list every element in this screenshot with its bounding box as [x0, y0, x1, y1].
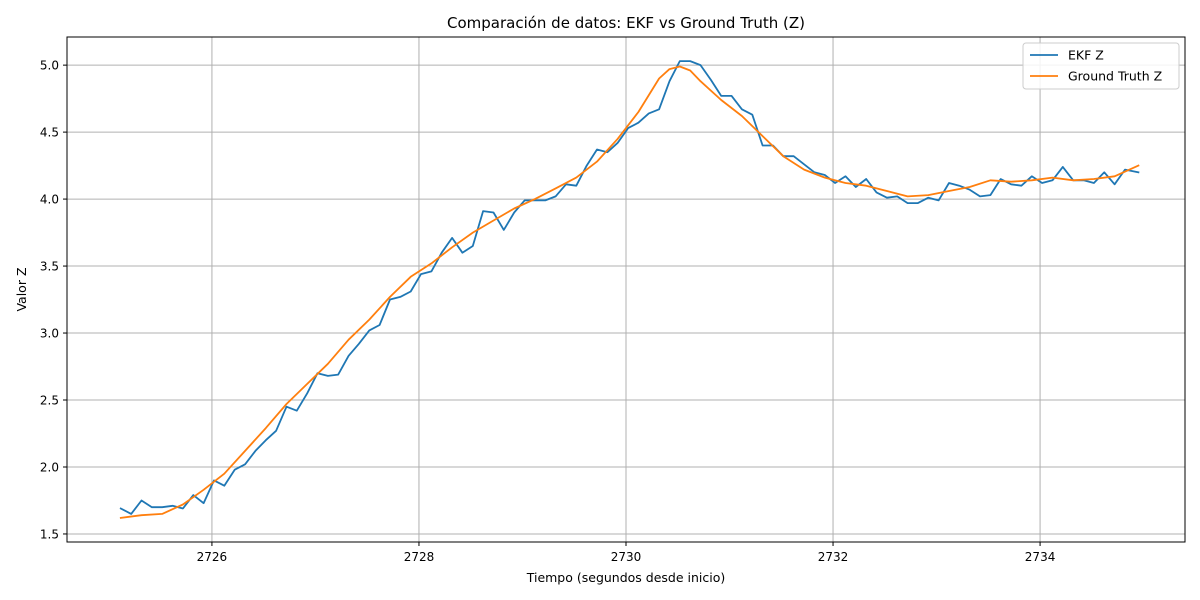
chart-title: Comparación de datos: EKF vs Ground Trut…: [447, 14, 805, 32]
y-tick-label: 5.0: [40, 59, 59, 73]
x-tick-label: 2732: [818, 550, 849, 564]
series-layer: [119, 60, 1140, 519]
y-tick-label: 3.0: [40, 327, 59, 341]
y-tick-label: 3.5: [40, 260, 59, 274]
grid-layer: [67, 37, 1185, 542]
series-line-ground-truth-z: [119, 65, 1140, 519]
x-axis-label: Tiempo (segundos desde inicio): [526, 570, 726, 585]
x-tick-label: 2730: [611, 550, 642, 564]
legend: EKF Z Ground Truth Z: [1022, 42, 1180, 90]
y-tick-label: 1.5: [40, 527, 59, 541]
y-tick-label: 4.5: [40, 126, 59, 140]
legend-label-ekf: EKF Z: [1068, 48, 1104, 63]
x-tick-label: 2726: [197, 550, 228, 564]
y-axis-label: Valor Z: [14, 267, 29, 311]
y-tick-label: 2.0: [40, 460, 59, 474]
legend-label-ground-truth: Ground Truth Z: [1068, 69, 1162, 84]
y-tick-label: 2.5: [40, 394, 59, 408]
x-tick-label: 2728: [404, 550, 435, 564]
tick-layer: 2726 2728 2730 2732 2734 1.5 2.0 2.5 3.0 3.5 4.0 4.…: [40, 59, 1055, 564]
x-tick-label: 2734: [1025, 550, 1056, 564]
legend-box: [1022, 42, 1180, 90]
y-tick-label: 4.0: [40, 193, 59, 207]
